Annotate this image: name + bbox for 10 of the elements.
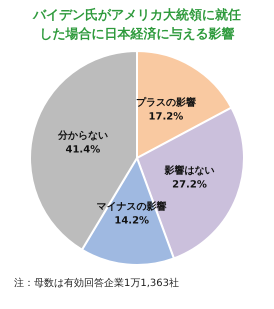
slice-label: 影響はない xyxy=(163,164,214,177)
data-label: 27.2% xyxy=(172,180,207,191)
slice-label: プラスの影響 xyxy=(136,96,196,108)
text: 注：母数は有効回答企業1万1,363社 xyxy=(14,276,180,290)
data-label: 14.2% xyxy=(114,216,150,227)
chart-title: バイデン氏がアメリカ大統領に就任した場合に日本経済に与える影響 xyxy=(32,6,242,44)
slice-label: 分からない xyxy=(56,130,108,142)
slice-label: マイナスの影響 xyxy=(96,200,167,213)
data-label: 41.4% xyxy=(66,144,100,156)
data-label: 17.2% xyxy=(148,111,184,122)
